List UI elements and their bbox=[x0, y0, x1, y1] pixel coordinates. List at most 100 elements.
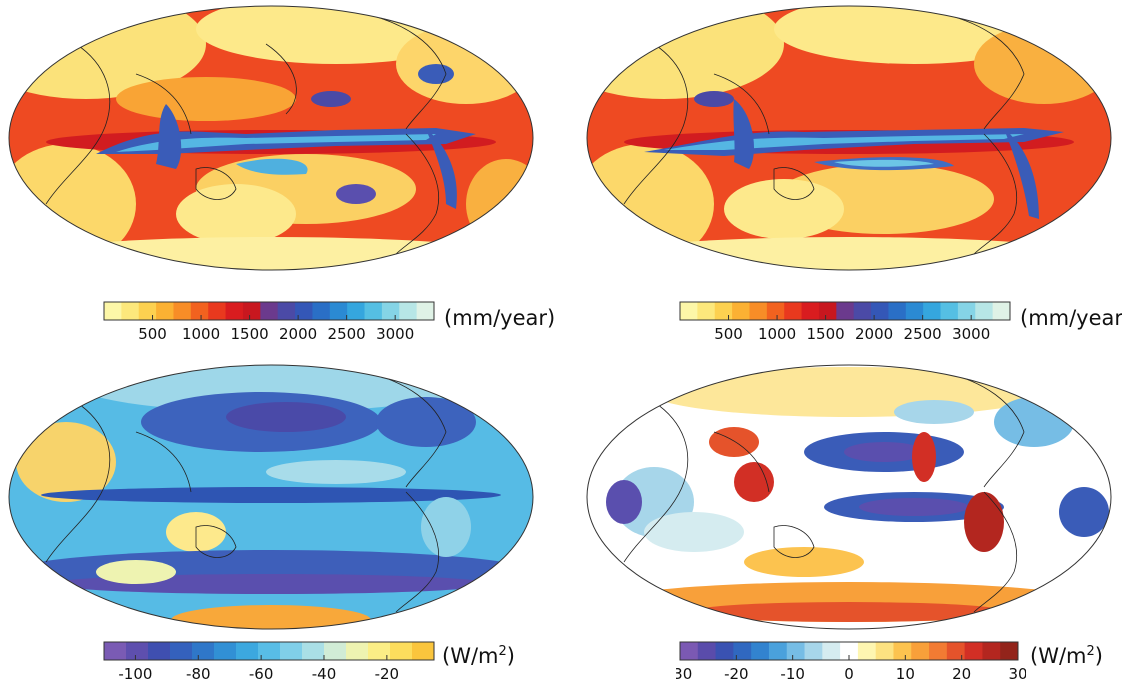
colorbar-swatch bbox=[836, 302, 855, 320]
colorbar-swatch bbox=[714, 302, 733, 320]
colorbar-tick-label: 500 bbox=[138, 325, 167, 343]
colorbar-unit-bottom-right: (W/m2) bbox=[1030, 644, 1103, 668]
colorbar-swatch bbox=[786, 642, 806, 660]
colorbar-swatch bbox=[875, 642, 894, 660]
colorbar-swatch bbox=[104, 642, 127, 660]
colorbar-swatch bbox=[170, 642, 193, 660]
colorbar-swatch bbox=[302, 642, 325, 660]
colorbar-swatch bbox=[368, 642, 391, 660]
unit-text: (W/m bbox=[1030, 644, 1087, 668]
colorbar-swatch bbox=[242, 302, 261, 320]
colorbar-swatch bbox=[148, 642, 171, 660]
unit-text: (W/m bbox=[442, 644, 499, 668]
colorbar-tick-label: 1500 bbox=[230, 325, 268, 343]
unit-superscript: 2 bbox=[1086, 644, 1095, 659]
colorbar-tick-label: -100 bbox=[118, 665, 152, 683]
colorbar-tick-label: 1500 bbox=[806, 325, 844, 343]
colorbar-frame bbox=[679, 301, 1011, 321]
colorbar-swatch bbox=[751, 642, 770, 660]
colorbar-swatch bbox=[225, 302, 244, 320]
colorbar-swatch bbox=[381, 302, 400, 320]
colorbar-swatch bbox=[853, 302, 872, 320]
colorbar-swatch bbox=[214, 642, 237, 660]
unit-close: ) bbox=[1094, 644, 1103, 668]
colorbar-swatch bbox=[347, 302, 366, 320]
colorbar-tick-label: 1000 bbox=[758, 325, 796, 343]
colorbar-unit-top-left: (mm/year) bbox=[444, 306, 556, 330]
colorbar-precipitation-top-left: 500 1000 1500 2000 2500 3000 bbox=[103, 301, 435, 343]
colorbar-swatch bbox=[923, 302, 942, 320]
colorbar-swatch bbox=[822, 642, 841, 660]
colorbar-tick-label: 30 bbox=[1008, 665, 1026, 683]
colorbar-swatch bbox=[324, 642, 347, 660]
colorbar-swatch bbox=[1000, 642, 1019, 660]
colorbar-swatch bbox=[173, 302, 192, 320]
colorbar-swatch bbox=[697, 302, 716, 320]
colorbar-swatch bbox=[312, 302, 331, 320]
colorbar-swatch bbox=[992, 302, 1011, 320]
colorbar-tick-label: 0 bbox=[844, 665, 854, 683]
colorbar-tick-label: -30 bbox=[676, 665, 692, 683]
colorbar-swatch bbox=[946, 642, 966, 660]
colorbar-tick-label: -40 bbox=[312, 665, 337, 683]
colorbar-swatch bbox=[749, 302, 768, 320]
colorbar-tick-label: 2500 bbox=[904, 325, 942, 343]
unit-close: ) bbox=[506, 644, 515, 668]
colorbar-frame bbox=[103, 641, 435, 661]
colorbar-swatch bbox=[258, 642, 281, 660]
unit-superscript: 2 bbox=[498, 644, 507, 659]
colorbar-swatch bbox=[929, 642, 948, 660]
colorbar-precipitation-top-right: 500 1000 1500 2000 2500 3000 bbox=[679, 301, 1011, 343]
colorbar-tick-label: 3000 bbox=[952, 325, 990, 343]
colorbar-tick-label: 2500 bbox=[328, 325, 366, 343]
colorbar-swatch bbox=[766, 302, 785, 320]
colorbar-swatch bbox=[192, 642, 215, 660]
colorbar-swatch bbox=[280, 642, 303, 660]
colorbar-swatch bbox=[390, 642, 413, 660]
colorbar-swatch bbox=[905, 302, 924, 320]
colorbar-swatch bbox=[732, 302, 750, 320]
colorbar-swatch bbox=[957, 302, 976, 320]
colorbar-cloud-forcing-bottom-left: -100 -80 -60 -40 -20 bbox=[103, 641, 435, 683]
colorbar-tick-label: -20 bbox=[375, 665, 400, 683]
colorbar-swatch bbox=[364, 302, 383, 320]
colorbar-swatch bbox=[399, 302, 418, 320]
colorbar-swatch bbox=[818, 302, 837, 320]
colorbar-unit-bottom-left: (W/m2) bbox=[442, 644, 515, 668]
colorbar-swatch bbox=[138, 302, 157, 320]
colorbar-swatch bbox=[295, 302, 313, 320]
colorbar-tick-label: 10 bbox=[896, 665, 915, 683]
colorbar-swatch bbox=[680, 642, 699, 660]
colorbar-swatch bbox=[697, 642, 717, 660]
colorbar-swatch bbox=[975, 302, 994, 320]
colorbar-tick-label: -80 bbox=[186, 665, 211, 683]
colorbar-swatch bbox=[871, 302, 889, 320]
colorbar-swatch bbox=[940, 302, 959, 320]
colorbar-swatch bbox=[801, 302, 820, 320]
colorbar-tick-label: 20 bbox=[952, 665, 971, 683]
colorbar-frame bbox=[103, 301, 435, 321]
colorbar-swatch bbox=[329, 302, 348, 320]
colorbar-swatch bbox=[733, 642, 752, 660]
colorbar-swatch bbox=[768, 642, 788, 660]
colorbar-swatch bbox=[412, 642, 435, 660]
colorbar-tick-label: -10 bbox=[780, 665, 805, 683]
colorbar-swatch bbox=[911, 642, 930, 660]
colorbar-swatch bbox=[982, 642, 1001, 660]
colorbar-swatch bbox=[156, 302, 174, 320]
colorbar-tick-label: 3000 bbox=[376, 325, 414, 343]
colorbar-swatch bbox=[346, 642, 369, 660]
colorbar-tick-label: -60 bbox=[249, 665, 274, 683]
colorbar-unit-top-right: (mm/year) bbox=[1020, 306, 1122, 330]
colorbar-swatch bbox=[840, 642, 859, 660]
map-precipitation-top-left bbox=[8, 5, 534, 271]
colorbar-swatch bbox=[277, 302, 296, 320]
colorbar-swatch bbox=[208, 302, 227, 320]
colorbar-swatch bbox=[416, 302, 435, 320]
map-cloud-forcing-bottom-left bbox=[8, 364, 534, 630]
colorbar-tick-label: 2000 bbox=[279, 325, 317, 343]
colorbar-tick-label: 2000 bbox=[855, 325, 893, 343]
colorbar-swatch bbox=[236, 642, 259, 660]
colorbar-swatch bbox=[784, 302, 803, 320]
map-cloud-forcing-bottom-right bbox=[586, 364, 1112, 630]
